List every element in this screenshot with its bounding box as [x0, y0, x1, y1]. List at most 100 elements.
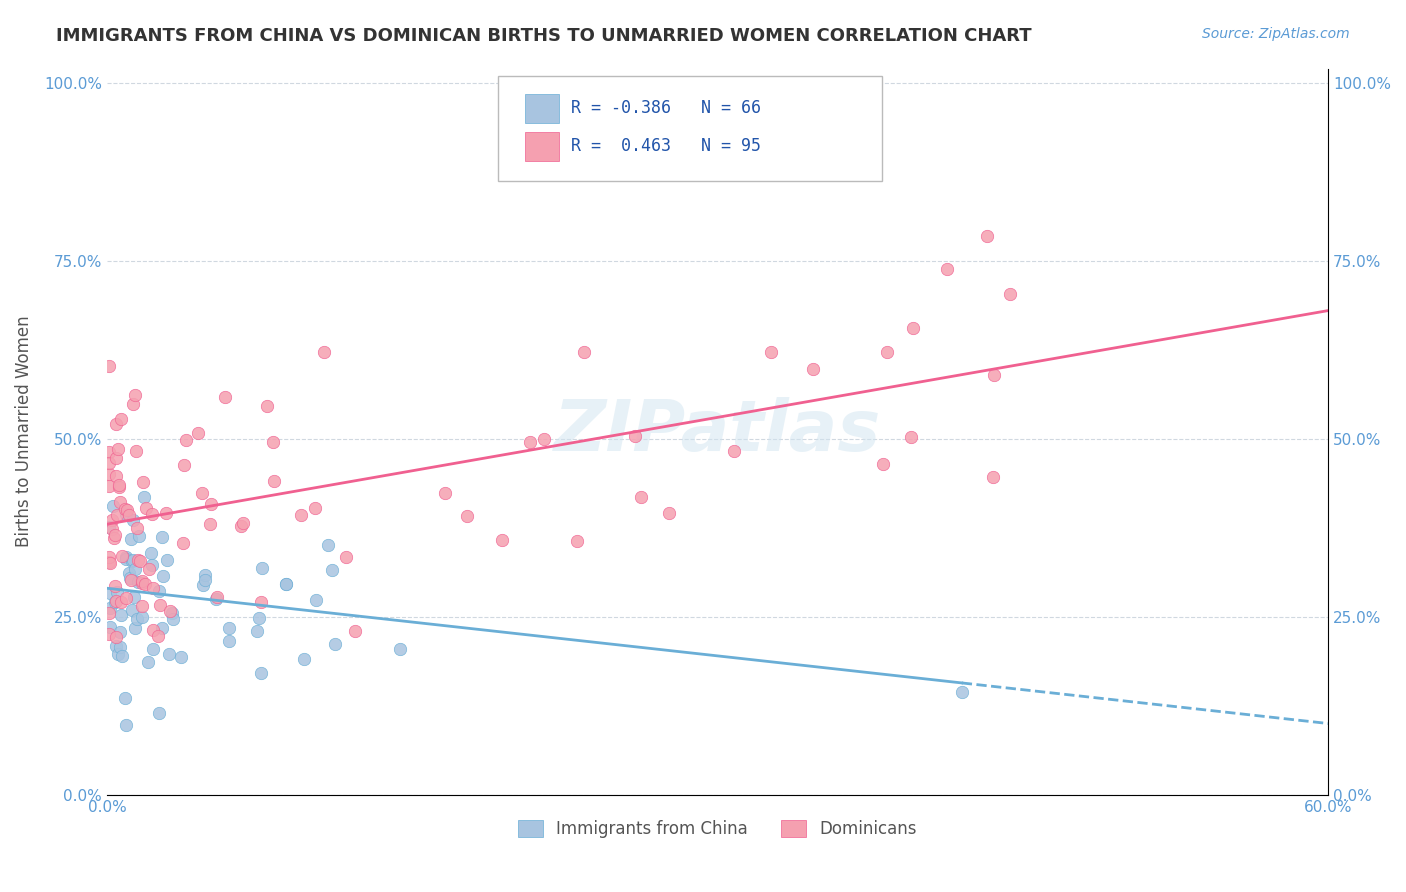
Point: [107, 479, 129, 493]
Point: [172, 536, 194, 550]
Point: [218, 633, 240, 648]
Point: [141, 558, 163, 572]
Point: [434, 486, 457, 500]
Point: [801, 362, 824, 376]
Point: [98, 359, 121, 373]
Point: [114, 591, 136, 605]
Point: [187, 425, 209, 440]
Y-axis label: Births to Unmarried Women: Births to Unmarried Women: [15, 316, 32, 548]
Text: ZIPatlas: ZIPatlas: [554, 397, 882, 467]
Point: [142, 581, 165, 595]
Point: [108, 625, 131, 640]
Point: [723, 443, 745, 458]
Point: [104, 528, 127, 542]
FancyBboxPatch shape: [524, 132, 558, 161]
Point: [262, 434, 284, 449]
Point: [131, 574, 153, 588]
Point: [983, 368, 1005, 383]
Point: [256, 399, 278, 413]
Point: [318, 538, 340, 552]
Point: [104, 468, 127, 483]
Point: [127, 612, 149, 626]
Point: [249, 595, 271, 609]
Point: [131, 610, 153, 624]
Point: [110, 608, 132, 623]
Point: [759, 345, 782, 359]
Point: [120, 571, 142, 585]
Point: [108, 640, 131, 655]
Point: [128, 529, 150, 543]
Point: [246, 624, 269, 639]
Point: [276, 577, 298, 591]
Point: [104, 594, 127, 608]
Point: [335, 549, 357, 564]
Point: [519, 435, 541, 450]
Point: [131, 576, 153, 591]
Point: [100, 513, 122, 527]
Point: [124, 562, 146, 576]
Point: [155, 553, 177, 567]
Point: [98, 456, 121, 470]
Point: [160, 606, 183, 620]
Point: [148, 706, 170, 721]
Point: [98, 444, 121, 458]
Point: [630, 491, 652, 505]
Point: [98, 627, 121, 641]
Point: [170, 650, 193, 665]
Point: [343, 624, 366, 638]
Point: [121, 552, 143, 566]
Point: [658, 507, 681, 521]
Point: [104, 579, 127, 593]
Point: [194, 568, 217, 582]
Point: [121, 532, 143, 546]
Point: [200, 497, 222, 511]
Point: [98, 620, 121, 634]
Point: [191, 485, 214, 500]
Point: [124, 590, 146, 604]
Text: Source: ZipAtlas.com: Source: ZipAtlas.com: [1202, 27, 1350, 41]
Point: [114, 691, 136, 706]
Point: [98, 467, 121, 481]
Point: [118, 566, 141, 580]
Point: [139, 546, 162, 560]
Point: [142, 641, 165, 656]
Text: R = -0.386   N = 66: R = -0.386 N = 66: [571, 100, 761, 118]
Point: [120, 573, 142, 587]
Point: [194, 573, 217, 587]
Point: [115, 502, 138, 516]
Text: IMMIGRANTS FROM CHINA VS DOMINICAN BIRTHS TO UNMARRIED WOMEN CORRELATION CHART: IMMIGRANTS FROM CHINA VS DOMINICAN BIRTH…: [56, 27, 1032, 45]
Point: [127, 574, 149, 589]
Point: [121, 603, 143, 617]
Point: [229, 518, 252, 533]
Point: [135, 500, 157, 515]
Point: [149, 599, 172, 613]
Point: [142, 623, 165, 637]
Point: [131, 599, 153, 613]
Point: [176, 433, 198, 447]
Point: [127, 553, 149, 567]
Point: [148, 583, 170, 598]
Point: [263, 474, 285, 488]
Point: [134, 576, 156, 591]
Point: [624, 429, 647, 443]
Point: [533, 432, 555, 446]
Point: [198, 517, 221, 532]
Point: [110, 412, 132, 426]
Point: [98, 606, 121, 620]
Point: [157, 647, 180, 661]
Point: [314, 344, 336, 359]
Point: [491, 533, 513, 547]
Point: [205, 590, 228, 604]
Point: [141, 507, 163, 521]
Point: [108, 478, 131, 492]
Point: [107, 647, 129, 661]
Point: [110, 549, 132, 563]
Point: [127, 521, 149, 535]
Point: [105, 639, 128, 653]
Point: [98, 586, 121, 600]
Point: [162, 612, 184, 626]
Text: R =  0.463   N = 95: R = 0.463 N = 95: [571, 137, 761, 155]
Point: [249, 666, 271, 681]
Point: [114, 552, 136, 566]
Point: [114, 502, 136, 516]
